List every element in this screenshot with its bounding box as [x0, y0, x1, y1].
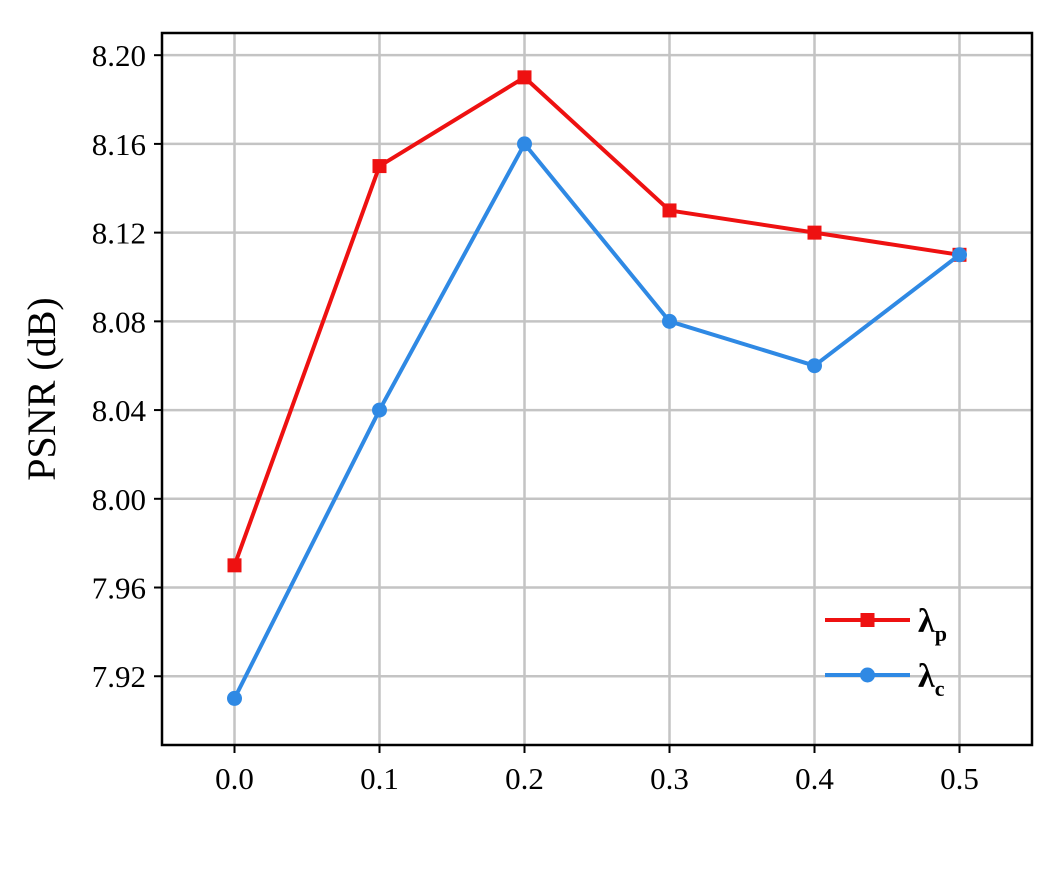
- y-tick-label: 7.96: [92, 571, 146, 606]
- legend-marker: [860, 667, 875, 683]
- tick-labels: 0.0 0.1 0.2 0.3 0.4 0.5 7.92 7.96 8.00 8.04 8.08 8.…: [92, 38, 979, 796]
- y-tick-label: 8.08: [92, 304, 146, 339]
- y-tick-label: 8.04: [92, 393, 147, 428]
- y-tick-label: 8.00: [92, 482, 146, 517]
- legend-symbol: λ: [918, 603, 935, 640]
- data-point-c: [662, 313, 677, 329]
- data-point-c: [807, 358, 822, 374]
- data-point-p: [517, 70, 532, 85]
- legend-subscript: c: [935, 676, 945, 701]
- plot-frame: [160, 31, 1034, 747]
- x-tick-label: 0.5: [940, 761, 979, 796]
- legend-subscript: p: [935, 621, 947, 646]
- series-layer: [227, 70, 967, 706]
- series-line-c: [232, 141, 961, 700]
- y-tick-label: 8.16: [92, 127, 146, 162]
- grid-lines: [162, 33, 1032, 745]
- x-tick-label: 0.1: [360, 761, 399, 796]
- x-tick-label: 0.4: [795, 761, 834, 796]
- series-c: [227, 136, 967, 706]
- data-point-p: [227, 558, 242, 573]
- legend-marker: [860, 613, 875, 627]
- x-tick-label: 0.2: [505, 761, 544, 796]
- data-point-c: [227, 690, 242, 706]
- y-tick-label: 8.20: [92, 38, 146, 73]
- legend-item-p: λp: [825, 603, 947, 646]
- x-tick-label: 0.0: [215, 761, 254, 796]
- data-point-c: [952, 247, 967, 263]
- legend-label: λc: [918, 658, 945, 701]
- y-axis-label: PSNR (dB): [19, 297, 64, 480]
- data-point-p: [807, 225, 822, 240]
- y-tick-label: 7.92: [92, 659, 146, 694]
- x-tick-label: 0.3: [650, 761, 689, 796]
- series-line-p: [232, 75, 960, 567]
- legend-item-c: λc: [825, 658, 945, 701]
- data-point-c: [372, 402, 387, 418]
- data-point-p: [372, 159, 387, 174]
- legend-symbol: λ: [918, 658, 935, 695]
- data-point-c: [517, 136, 532, 152]
- y-tick-label: 8.12: [92, 216, 146, 251]
- data-point-p: [662, 203, 677, 218]
- legend-label: λp: [918, 603, 947, 646]
